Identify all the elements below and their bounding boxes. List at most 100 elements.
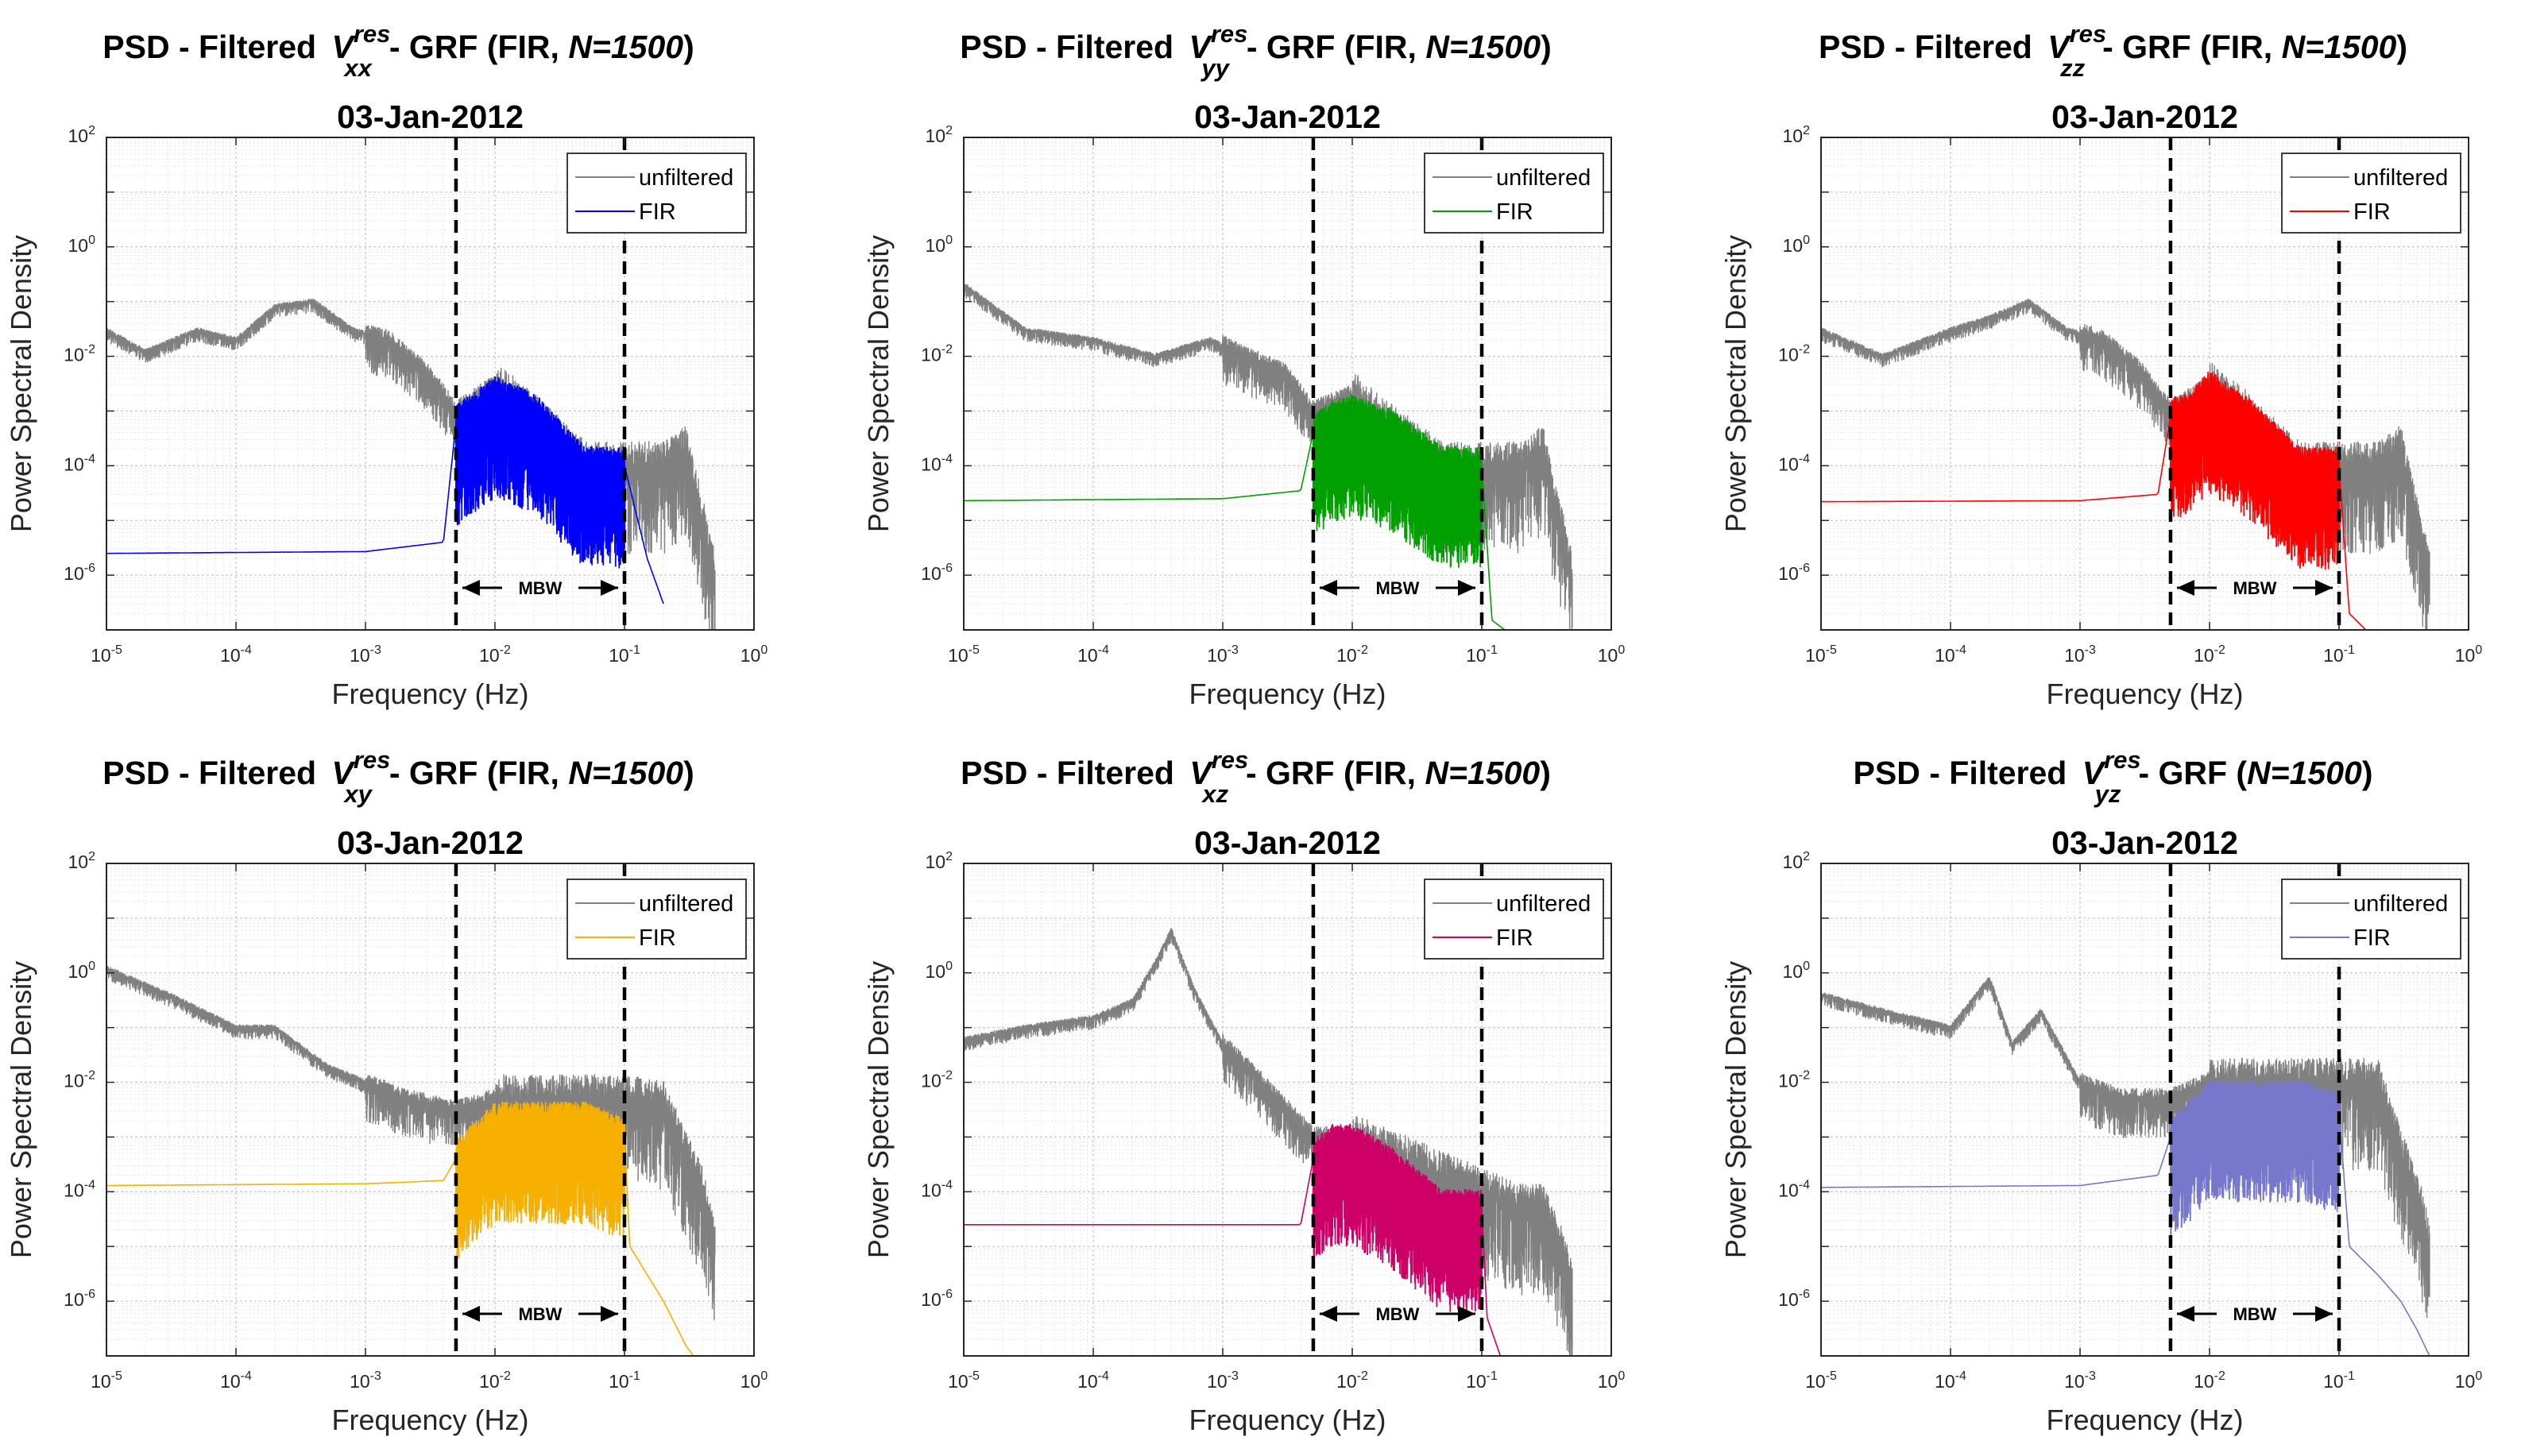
legend-fir-label: FIR <box>2353 925 2391 951</box>
minor-grid <box>106 137 754 630</box>
y-tick-label-exponent: 2 <box>945 850 953 863</box>
x-tick-label-exponent: -4 <box>241 1369 252 1383</box>
legend-box <box>566 879 747 960</box>
x-tick-label: 10-5 <box>948 643 980 666</box>
legend: unfiltered FIR <box>566 879 747 960</box>
x-tick-label: 10-2 <box>1336 1369 1368 1392</box>
legend-unfiltered-label: unfiltered <box>1496 891 1591 917</box>
title-suffix: (FIR, <box>1335 29 1425 65</box>
y-tick-label-base: 10 <box>921 563 942 584</box>
x-tick-label: 10-3 <box>2064 1369 2096 1392</box>
minor-grid <box>964 863 1611 1356</box>
y-tick-label-base: 10 <box>64 454 84 474</box>
x-tick-label-base: 10 <box>948 645 969 666</box>
x-tick-label-base: 10 <box>1207 1371 1228 1392</box>
y-tick-label-exponent: 0 <box>945 234 953 247</box>
x-tick-label: 10-4 <box>1077 643 1109 666</box>
title-superscript: res <box>1211 20 1248 48</box>
x-tick-label-exponent: -2 <box>1357 643 1368 657</box>
mbw-arrowhead-left <box>1319 580 1337 596</box>
fir-trace-lowband <box>106 423 457 554</box>
y-tick-label-base: 10 <box>1778 1180 1799 1200</box>
title-suffix: (FIR, <box>2191 29 2282 65</box>
mbw-arrowhead-left <box>2176 580 2194 596</box>
y-tick-label-base: 10 <box>64 1071 84 1091</box>
x-tick-label-exponent: -3 <box>370 1369 381 1383</box>
title-suffix: (FIR, <box>478 29 568 65</box>
x-tick-label: 10-3 <box>1207 1369 1239 1392</box>
title-prefix: PSD - Filtered <box>1819 29 2041 65</box>
chart-date: 03-Jan-2012 <box>2051 825 2238 861</box>
y-tick-label: 10-4 <box>1778 452 1810 474</box>
y-tick-label-exponent: -4 <box>1799 1178 1810 1191</box>
y-tick-label-exponent: -6 <box>84 1288 95 1301</box>
y-tick-label-exponent: -4 <box>84 452 95 465</box>
x-tick-label-base: 10 <box>2455 645 2476 666</box>
x-tick-label: 10-1 <box>609 1369 640 1392</box>
y-tick-label-exponent: -6 <box>84 562 95 575</box>
y-tick-label-base: 10 <box>64 345 84 365</box>
y-tick-label-exponent: -2 <box>942 1069 953 1083</box>
x-tick-label: 10-3 <box>1207 643 1239 666</box>
legend: unfiltered FIR <box>2281 153 2461 234</box>
y-tick-label: 10-6 <box>1778 562 1810 584</box>
x-tick-label: 10-1 <box>2323 643 2355 666</box>
y-tick-label-exponent: 0 <box>1803 234 1810 247</box>
x-tick-label-exponent: 0 <box>2475 1369 2482 1383</box>
y-tick-label: 10-2 <box>1778 343 1810 365</box>
axes-box <box>106 863 755 1357</box>
y-axis-label: Power Spectral Density <box>5 961 37 1258</box>
title-variable: V <box>331 755 356 791</box>
y-tick-label-exponent: -4 <box>942 452 953 465</box>
y-tick-label-base: 10 <box>926 852 946 872</box>
y-tick-label: 102 <box>926 850 953 872</box>
title-prefix: PSD - Filtered <box>960 29 1182 65</box>
legend-box <box>2281 153 2461 234</box>
x-tick-label-exponent: -5 <box>111 1369 122 1383</box>
fir-trace-passband <box>455 1101 625 1259</box>
title-suffix: ( <box>2227 755 2247 791</box>
y-tick-label-exponent: 0 <box>945 960 953 973</box>
legend-box <box>566 153 747 234</box>
x-tick-label-base: 10 <box>740 645 761 666</box>
y-tick-label-exponent: 0 <box>88 960 95 973</box>
unfiltered-trace <box>106 966 716 1320</box>
x-tick-label: 10-2 <box>2194 1369 2225 1392</box>
title-close: ) <box>2362 755 2373 791</box>
x-tick-label-base: 10 <box>1598 645 1618 666</box>
axis-ticks <box>963 137 1612 631</box>
y-tick-label: 10-6 <box>1778 1288 1810 1310</box>
x-tick-label: 100 <box>1598 643 1626 666</box>
x-tick-label-base: 10 <box>1336 1371 1357 1392</box>
x-tick-label: 10-4 <box>1935 1369 1966 1392</box>
title-suffix: (FIR, <box>1335 755 1425 791</box>
x-tick-label-base: 10 <box>1336 645 1357 666</box>
x-tick-label-base: 10 <box>1805 645 1826 666</box>
axes-box <box>963 863 1612 1357</box>
y-tick-label: 10-4 <box>921 452 953 474</box>
title-close: ) <box>683 755 694 791</box>
y-tick-label-base: 10 <box>1778 345 1799 365</box>
x-tick-label-exponent: -1 <box>629 643 640 657</box>
axis-ticks <box>963 863 1612 1357</box>
x-tick-label: 10-5 <box>1805 1369 1837 1392</box>
chart-title: PSD - Filtered Vres yz - GRF (N=1500) <box>1854 746 2373 808</box>
y-tick-label-base: 10 <box>1783 961 1804 982</box>
x-tick-label: 100 <box>2455 1369 2483 1392</box>
fir-trace-rolloff <box>1481 1208 1501 1356</box>
y-tick-label-base: 10 <box>68 235 89 256</box>
mbw-label: MBW <box>518 1304 562 1324</box>
mbw-arrowhead-left <box>2176 1306 2194 1322</box>
x-tick-label: 100 <box>740 1369 768 1392</box>
y-tick-label-base: 10 <box>68 961 89 982</box>
legend: unfiltered FIR <box>1424 879 1604 960</box>
x-tick-label-exponent: -1 <box>629 1369 640 1383</box>
x-tick-label-exponent: -4 <box>1955 643 1966 657</box>
x-tick-label: 10-1 <box>1466 643 1498 666</box>
legend-box <box>2281 879 2461 960</box>
axes-box <box>1820 863 2469 1357</box>
y-tick-label-base: 10 <box>921 1289 942 1310</box>
mbw-label: MBW <box>2233 578 2276 598</box>
